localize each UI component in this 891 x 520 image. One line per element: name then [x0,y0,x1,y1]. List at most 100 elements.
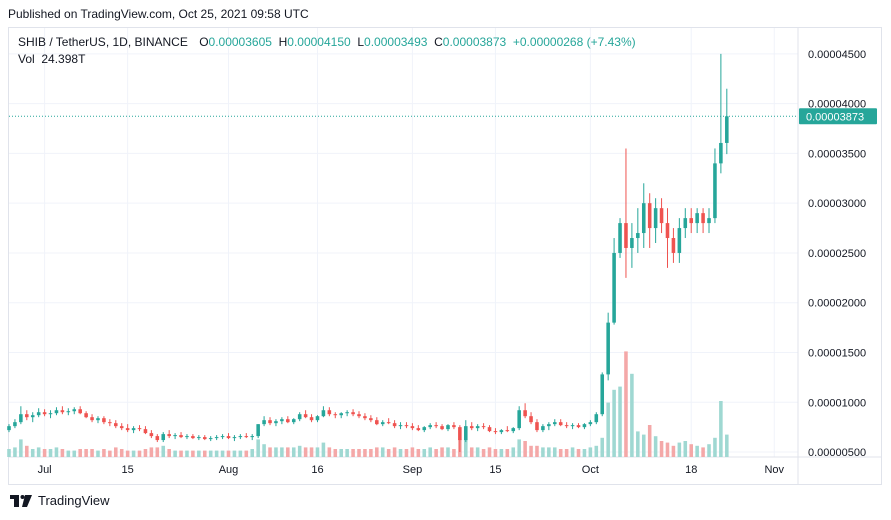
volume-bar [428,447,432,457]
volume-bar [606,402,610,457]
volume-bar [131,450,136,457]
candle-body [303,414,308,418]
volume-value: 24.398T [41,52,86,66]
volume-bar [576,449,581,457]
candle-body [315,416,320,421]
volume-bar [214,450,219,457]
volume-bar [327,447,332,457]
candle-body [671,238,676,253]
volume-bar [677,442,682,457]
volume-bar [143,449,148,457]
y-tick-label: 0.00004500 [808,49,866,61]
x-tick-label: 18 [685,464,697,476]
candle-body [458,427,462,441]
candle-body [606,322,610,375]
volume-bar [90,449,94,457]
volume-bar [612,389,616,457]
candle-body [440,426,444,430]
volume-bar [220,450,225,457]
volume-bar [440,447,444,457]
volume-bar [78,449,82,457]
volume-bar [208,450,213,457]
candle-body [274,421,278,424]
candle-body [137,428,142,430]
volume-bar [309,447,314,457]
candle-body [357,414,361,417]
candle-body [428,425,432,428]
volume-bar [523,441,527,457]
volume-bar [695,445,699,457]
candle-body [701,213,705,224]
volume-bar [511,447,516,457]
volume-bar [541,447,545,457]
candle-body [725,116,729,143]
y-tick-label: 0.00001500 [808,347,866,359]
candle-body [30,415,35,418]
volume-bar [446,447,450,457]
volume-bar [197,450,201,457]
volume-bar [191,450,195,457]
volume-bar [659,441,664,457]
footer-brand[interactable]: TradingView [10,493,110,508]
volume-bar [624,351,628,457]
x-tick-label: Jul [38,464,52,476]
y-tick-label: 0.00002000 [808,298,866,310]
candle-body [416,428,421,431]
volume-bar [398,449,403,457]
volume-bar [286,447,290,457]
candle-body [464,426,468,441]
volume-bar [274,447,278,457]
candle-body [618,223,622,253]
volume-bar [683,441,688,457]
x-tick-label: Sep [403,464,423,476]
last-price-badge [799,108,877,125]
volume-bar [7,449,11,457]
volume-bar [96,450,100,457]
y-tick-label: 0.00000500 [808,447,866,459]
candle-body [185,436,189,438]
candle-body [446,425,450,430]
volume-bar [588,447,593,457]
volume-bar [369,449,373,457]
y-tick-label: 0.00001000 [808,397,866,409]
volume-bar [119,449,124,457]
candle-body [250,436,255,438]
volume-bar [102,449,106,457]
candle-body [576,425,581,428]
volume-bar [594,445,599,457]
candle-body [689,218,693,224]
volume-bar [297,445,302,457]
volume-bar [552,447,557,457]
volume-bar [137,450,142,457]
candle-body [594,414,599,423]
volume-bar [226,450,231,457]
volume-bar [529,445,533,457]
volume-bar [202,450,207,457]
volume-bar [291,447,296,457]
candle-body [220,436,225,438]
candle-body [143,429,148,434]
candle-body [291,419,296,423]
candle-body [641,203,646,234]
volume-bar [250,449,255,457]
candle-body [327,410,332,415]
volume-bar [725,434,729,457]
tradingview-logo-icon [10,494,32,507]
candle-body [78,409,82,414]
volume-bar [701,447,705,457]
candle-body [321,410,326,417]
volume-bar [333,449,338,457]
open-label: O [199,35,209,49]
candle-body [541,426,545,431]
candle-body [339,413,343,416]
volume-bar [475,447,480,457]
candle-body [238,436,243,438]
volume-bar [363,449,367,457]
candle-body [452,425,456,428]
candle-body [102,418,106,423]
volume-bar [30,449,35,457]
candle-body [665,223,670,239]
volume-bar [547,447,551,457]
candle-body [108,422,112,424]
volume-bar [36,447,41,457]
